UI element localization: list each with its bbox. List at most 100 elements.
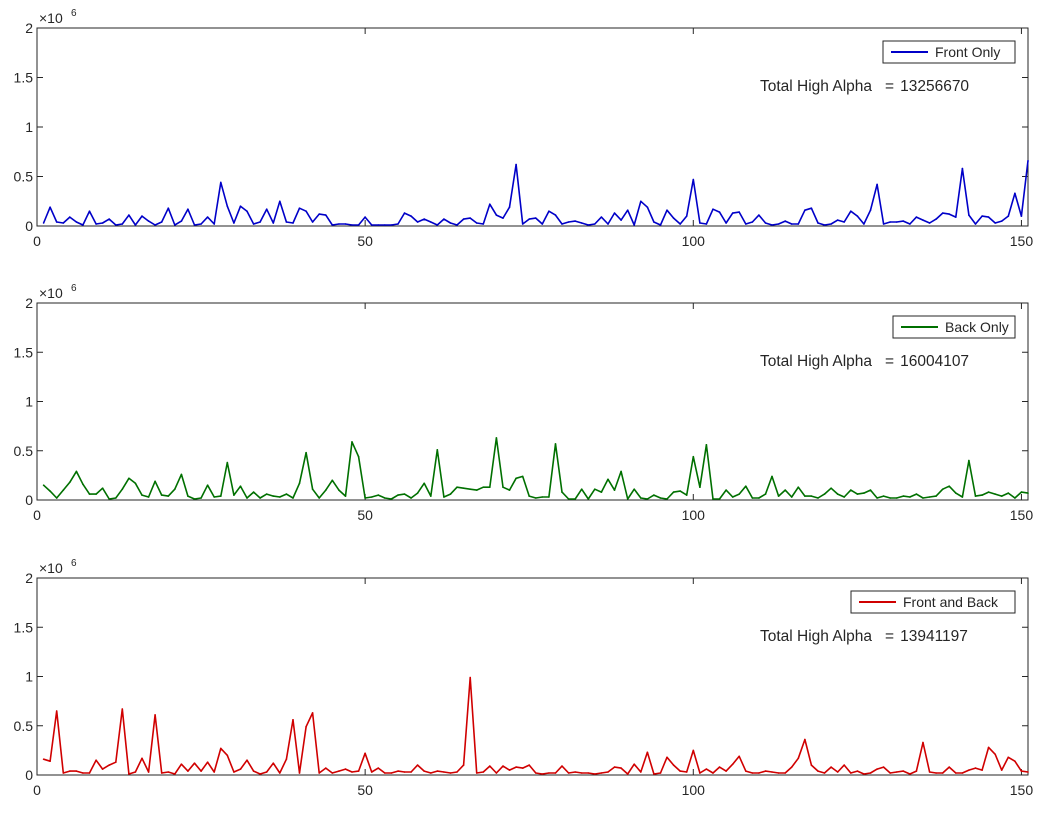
data-point (377, 767, 380, 769)
data-point (475, 222, 478, 224)
data-point (817, 770, 819, 772)
data-point (948, 213, 950, 215)
data-point (633, 763, 635, 765)
data-point (292, 719, 294, 721)
data-point (987, 216, 990, 218)
data-point (121, 708, 124, 710)
data-point (548, 772, 550, 774)
data-point (672, 217, 675, 219)
data-point (482, 223, 485, 225)
data-point (272, 222, 275, 224)
data-point (620, 219, 622, 221)
data-point (804, 209, 806, 211)
data-point (935, 218, 937, 220)
data-point (88, 210, 91, 212)
data-point (613, 766, 616, 768)
data-point (685, 494, 688, 496)
data-point (810, 207, 813, 209)
data-point (1014, 192, 1016, 195)
data-point (462, 764, 465, 766)
data-point (338, 223, 340, 225)
data-point (200, 223, 202, 225)
data-point (502, 217, 504, 219)
data-point (285, 758, 288, 760)
data-point (850, 489, 852, 491)
data-point (659, 772, 662, 774)
data-point (672, 764, 675, 766)
data-point (246, 759, 248, 761)
data-point (239, 768, 242, 770)
data-point (42, 222, 45, 224)
data-point (830, 223, 832, 225)
data-point (279, 200, 281, 203)
data-point (751, 497, 754, 499)
data-point (712, 498, 714, 500)
data-point (633, 488, 635, 491)
data-point (410, 771, 412, 773)
data-point (285, 221, 288, 223)
data-point (285, 493, 288, 495)
data-point (613, 212, 616, 214)
data-point (712, 208, 714, 210)
data-point (213, 771, 215, 773)
data-point (193, 498, 196, 500)
data-point (856, 215, 859, 217)
data-point (823, 772, 826, 774)
data-point (692, 178, 695, 181)
data-point (49, 490, 51, 492)
data-point (259, 221, 261, 223)
data-point (482, 486, 485, 489)
x-tick-label: 150 (1010, 507, 1034, 523)
data-point (1027, 159, 1029, 162)
data-point (541, 773, 544, 775)
data-point (869, 489, 872, 491)
data-point (554, 443, 557, 445)
data-point (718, 766, 721, 768)
data-point (357, 224, 360, 226)
data-point (699, 486, 701, 489)
data-point (134, 482, 137, 485)
data-point (456, 771, 458, 773)
data-point (928, 771, 931, 773)
data-point (836, 219, 839, 221)
x-tick-label: 0 (33, 233, 41, 249)
data-point (331, 772, 334, 774)
data-point (167, 207, 170, 209)
data-point (489, 765, 491, 767)
data-point (659, 224, 662, 226)
data-point (370, 496, 373, 498)
data-point (390, 224, 393, 226)
data-point (561, 223, 563, 225)
data-point (836, 771, 839, 773)
data-point (882, 223, 885, 225)
data-point (416, 764, 419, 766)
legend-label: Front Only (935, 44, 1000, 60)
data-point (653, 494, 655, 496)
data-point (941, 212, 944, 214)
data-point (672, 491, 675, 493)
data-point (325, 214, 327, 216)
data-point (528, 764, 530, 766)
data-point (692, 455, 695, 458)
data-point (561, 491, 563, 493)
data-point (935, 495, 937, 497)
y-tick-label: 1.5 (14, 344, 34, 360)
y-tick-label: 2 (25, 570, 33, 586)
data-point (843, 764, 845, 766)
data-point (751, 772, 754, 774)
data-point (403, 493, 406, 495)
data-point (489, 203, 491, 205)
data-point (115, 224, 117, 226)
annotation-value: 13256670 (900, 78, 969, 95)
data-point (974, 223, 977, 225)
annotation-value: 13941197 (900, 628, 968, 645)
data-point (521, 223, 524, 225)
data-point (528, 218, 530, 220)
data-point (416, 492, 419, 494)
data-point (272, 495, 275, 497)
annotation-separator: = (885, 628, 894, 645)
data-point (515, 766, 517, 768)
data-point (600, 491, 603, 493)
data-point (777, 495, 780, 497)
data-point (128, 214, 130, 216)
